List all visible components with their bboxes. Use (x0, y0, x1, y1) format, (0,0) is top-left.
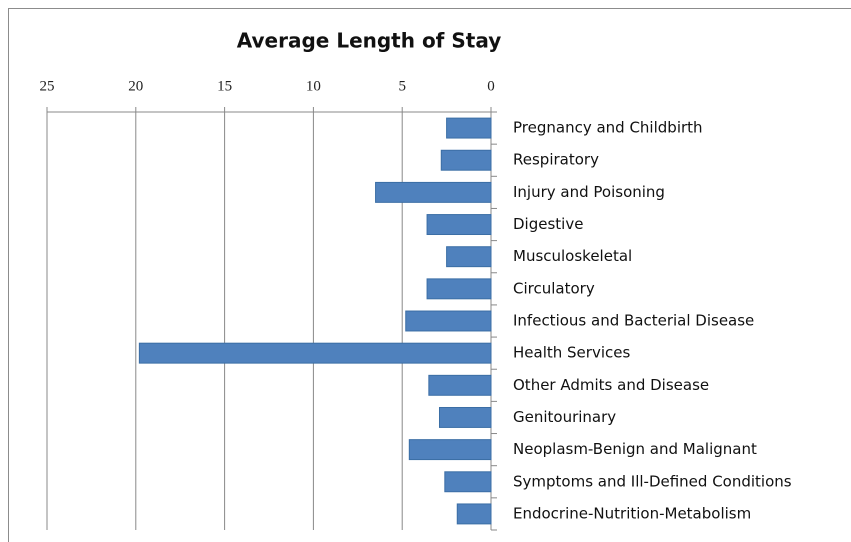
bar (440, 149, 492, 171)
bar (446, 117, 492, 139)
category-label: Health Services (513, 344, 630, 362)
x-tick-label: 5 (398, 78, 406, 94)
category-label: Pregnancy and Childbirth (513, 119, 703, 137)
x-tick-label: 25 (40, 78, 55, 94)
bar (426, 214, 492, 236)
category-label: Symptoms and Ill-Defined Conditions (513, 472, 792, 490)
x-tick-label: 15 (217, 78, 232, 94)
chart-title: Average Length of Stay (237, 29, 501, 53)
category-label: Neoplasm-Benign and Malignant (513, 440, 757, 458)
bar (456, 503, 492, 525)
bar (405, 310, 492, 332)
category-label: Injury and Poisoning (513, 183, 665, 201)
x-tick-label: 0 (487, 78, 495, 94)
bar (426, 278, 492, 300)
bar (438, 406, 492, 428)
category-label: Respiratory (513, 151, 599, 169)
x-tick-label: 20 (128, 78, 143, 94)
bar (444, 471, 492, 493)
category-label: Endocrine-Nutrition-Metabolism (513, 504, 751, 522)
x-tick-label: 10 (306, 78, 321, 94)
category-label: Circulatory (513, 279, 595, 297)
category-label: Digestive (513, 215, 583, 233)
bar (408, 439, 492, 461)
bar (138, 342, 492, 364)
category-label: Genitourinary (513, 408, 616, 426)
category-label: Other Admits and Disease (513, 376, 709, 394)
category-label: Infectious and Bacterial Disease (513, 312, 754, 330)
bar (446, 246, 492, 268)
bar (375, 181, 492, 203)
bar (428, 374, 492, 396)
category-label: Musculoskeletal (513, 247, 632, 265)
